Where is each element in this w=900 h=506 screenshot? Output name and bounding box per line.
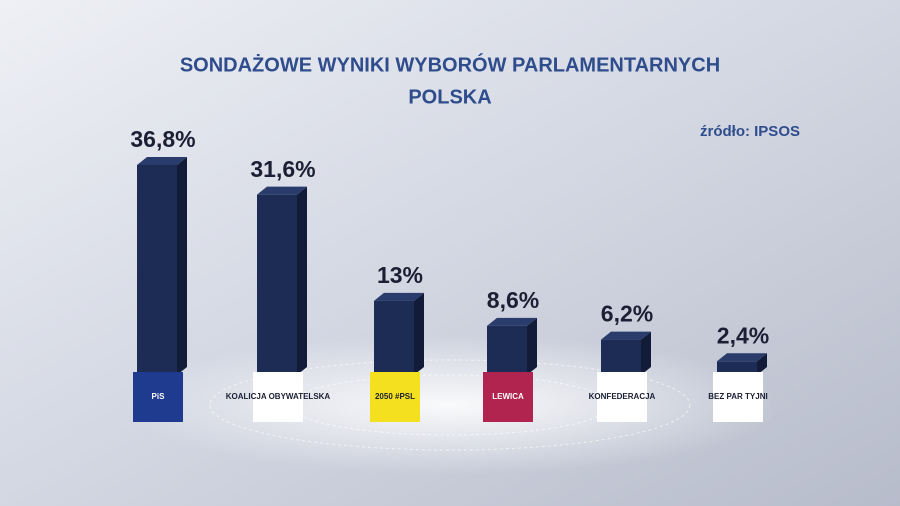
bar-side xyxy=(527,317,537,375)
bar xyxy=(601,339,641,375)
bar-side xyxy=(641,331,651,375)
value-label: 13% xyxy=(377,262,423,288)
party-logo xyxy=(483,372,533,422)
bar-side xyxy=(757,353,767,375)
chart-title: SONDAŻOWE WYNIKI WYBORÓW PARLAMENTARNYCH xyxy=(180,52,720,76)
category-label: BEZ PAR TYJNI xyxy=(708,392,767,401)
party-logo xyxy=(370,372,420,422)
bar xyxy=(137,165,177,375)
bar-side xyxy=(414,292,424,375)
bar xyxy=(487,325,527,375)
bar-side xyxy=(177,157,187,375)
bar-top xyxy=(374,292,424,301)
chart-subtitle: POLSKA xyxy=(408,86,491,108)
bar-top xyxy=(717,353,767,362)
value-label: 36,8% xyxy=(130,126,195,152)
party-logo xyxy=(253,372,303,422)
party-logo xyxy=(133,372,183,422)
party-logo xyxy=(597,372,647,422)
bar-top xyxy=(487,317,537,326)
bar-side xyxy=(297,186,307,375)
category-label: PiS xyxy=(152,392,166,401)
bar xyxy=(257,194,297,375)
category-label: 2050 #PSL xyxy=(375,392,415,401)
value-label: 6,2% xyxy=(601,301,653,327)
category-label: LEWICA xyxy=(492,392,524,401)
value-label: 8,6% xyxy=(487,287,539,313)
category-label: KOALICJA OBYWATELSKA xyxy=(226,392,331,401)
bar xyxy=(374,300,414,375)
bar-top xyxy=(137,157,187,165)
bar-top xyxy=(601,331,651,340)
bar-top xyxy=(257,186,307,195)
value-label: 2,4% xyxy=(717,322,769,348)
floor xyxy=(120,335,780,475)
category-label: KONFEDERACJA xyxy=(589,392,656,401)
source: źródło: IPSOS xyxy=(700,123,800,140)
party-logo xyxy=(713,372,763,422)
floor-ring xyxy=(209,359,691,451)
value-label: 31,6% xyxy=(250,156,315,182)
bar xyxy=(717,361,757,375)
